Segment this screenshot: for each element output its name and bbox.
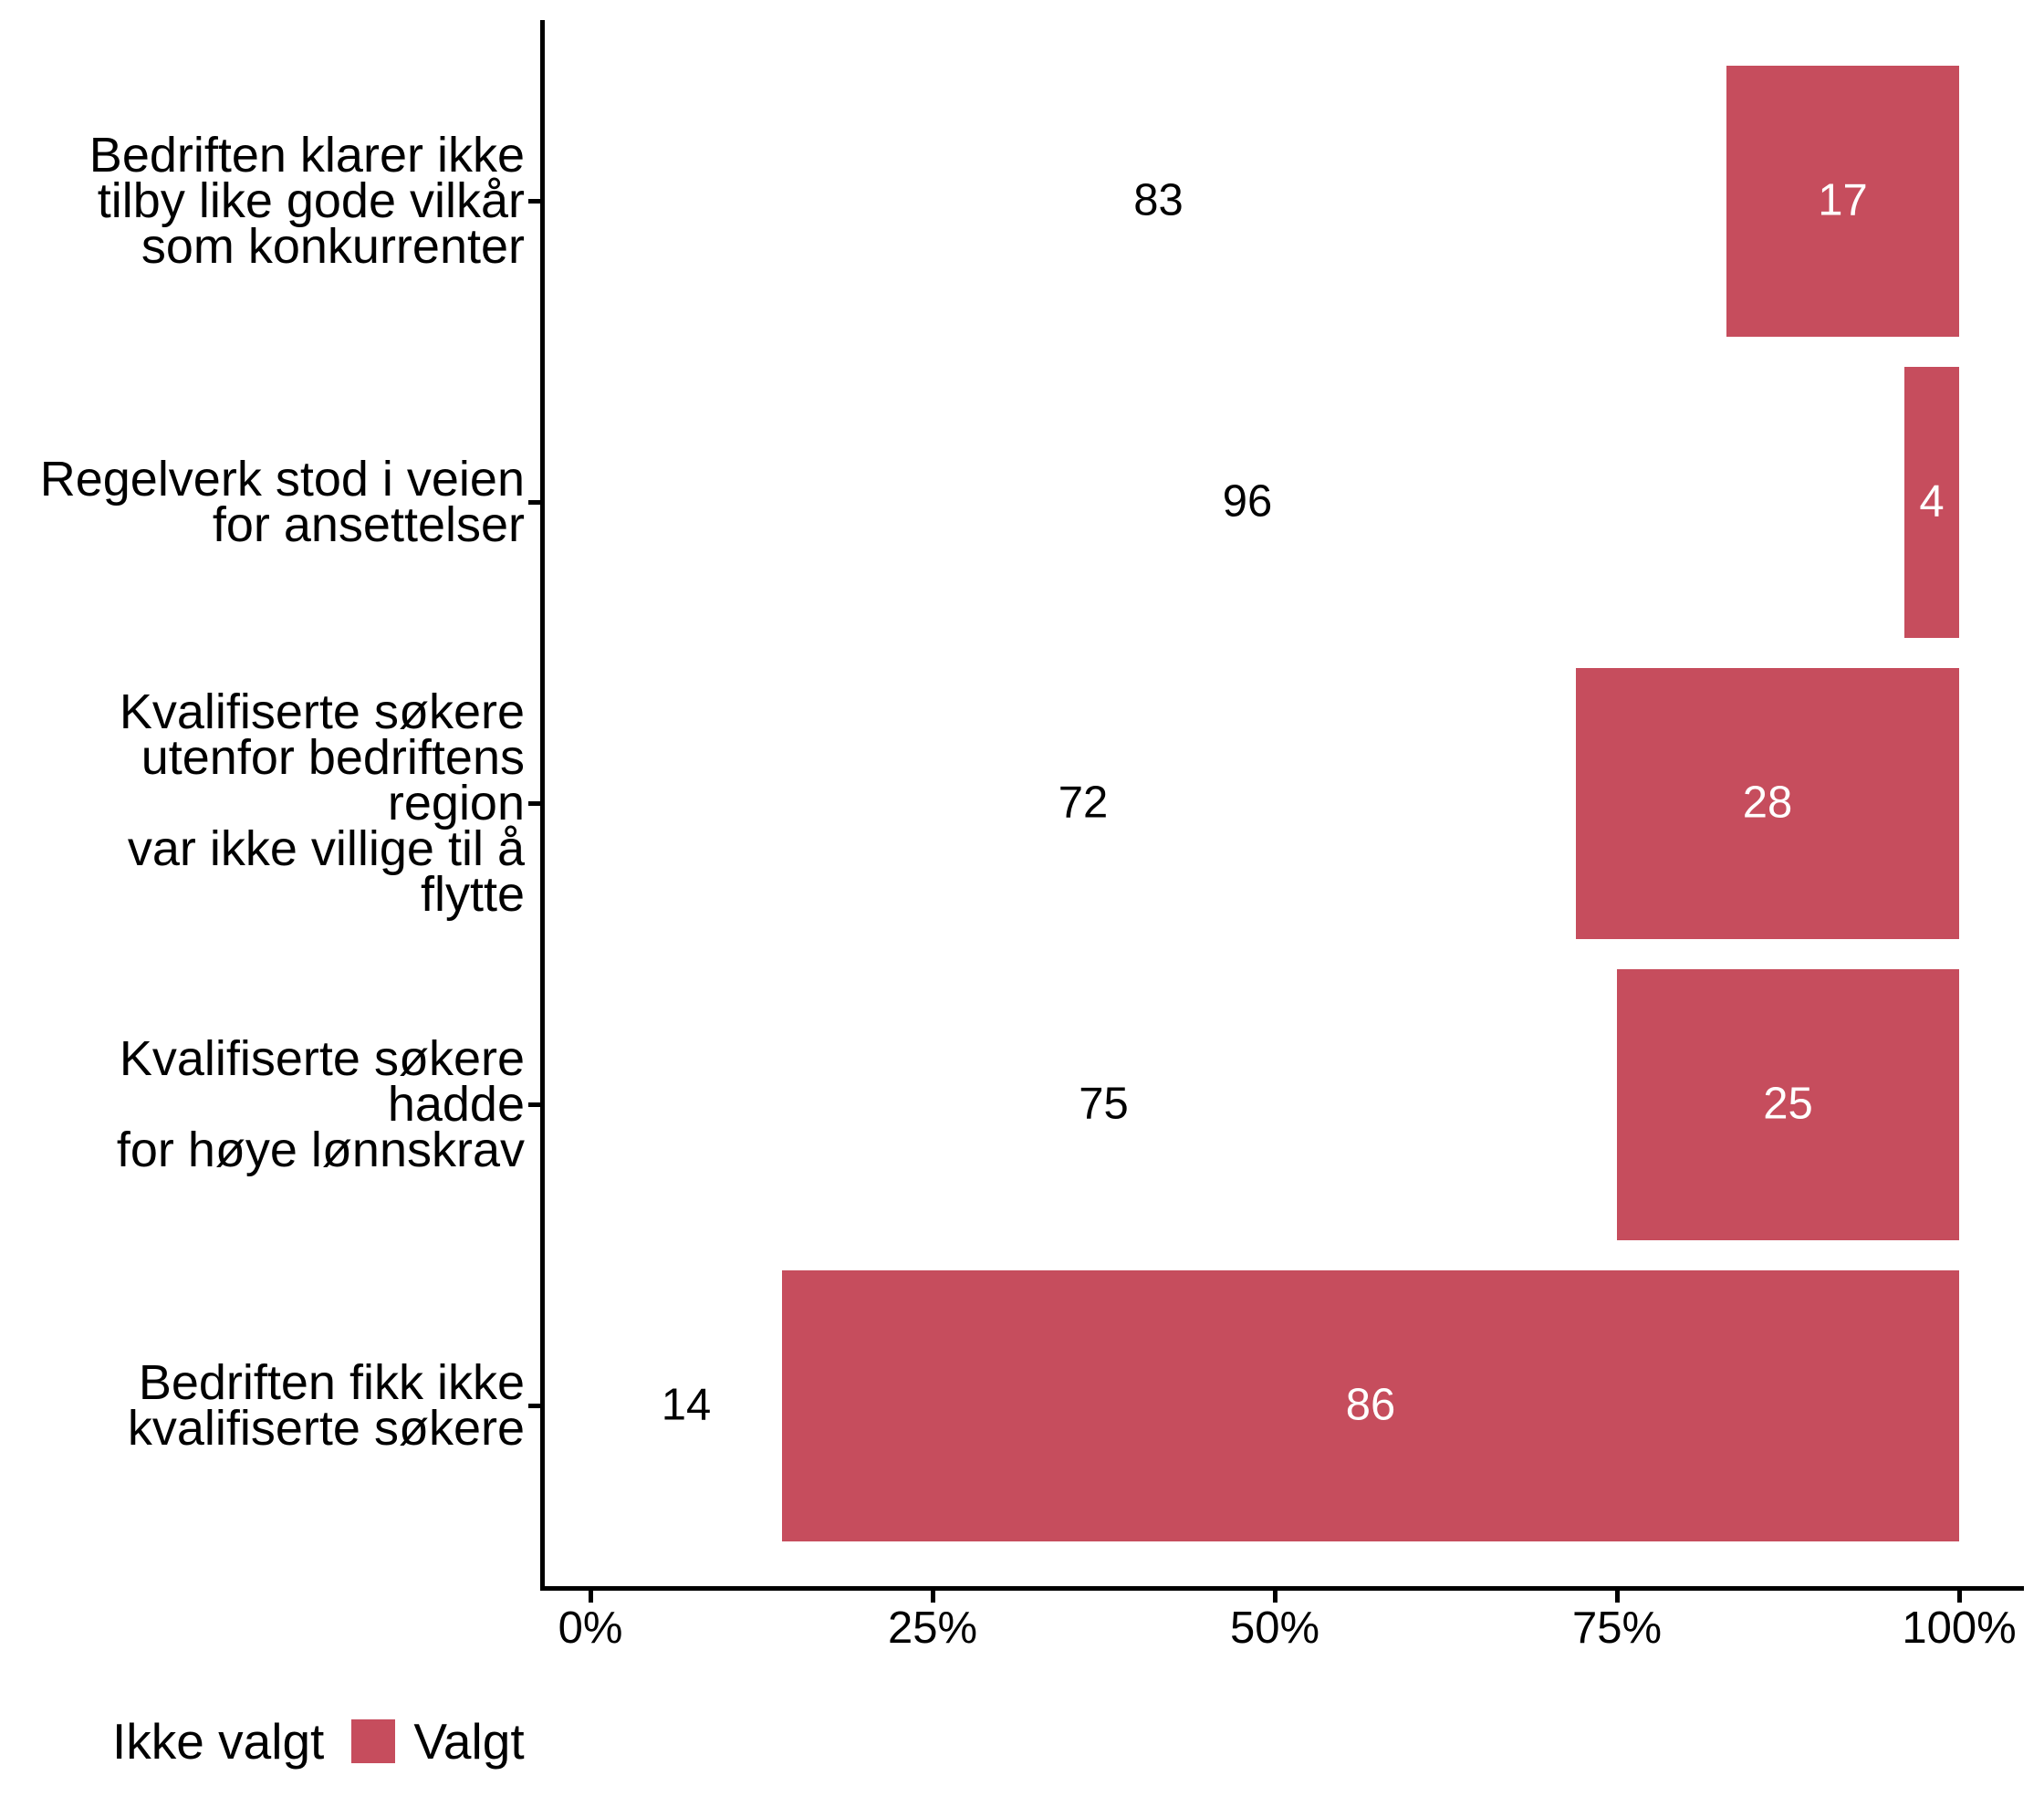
bar-segment-valgt [782,1269,1959,1541]
legend-swatch [50,1719,94,1763]
bar-segment-valgt [1576,667,1959,939]
y-axis-tick [528,1404,540,1408]
bar-segment-valgt [1617,968,1959,1240]
category-label: Bedriften klarer ikke tilby like gode vil… [89,128,525,274]
x-axis-tick [589,1591,593,1603]
x-axis-tick [1615,1591,1620,1603]
x-axis-tick-label: 50% [1229,1603,1320,1653]
bar-segment-ikke-valgt [590,65,1726,337]
y-axis-tick [528,199,540,204]
x-axis-tick-label: 0% [558,1603,623,1653]
value-label-valgt: 25 [1763,1079,1813,1129]
legend-item: Ikke valgt [50,1712,325,1770]
value-label-ikke-valgt: 83 [1133,175,1184,225]
value-label-valgt: 86 [1345,1380,1396,1430]
value-label-valgt: 28 [1742,778,1793,828]
bar-segment-ikke-valgt [590,968,1617,1240]
legend-item: Valgt [351,1712,525,1770]
bar-segment-valgt [1904,366,1959,638]
y-axis-tick [528,801,540,806]
x-axis-tick [931,1591,935,1603]
x-axis-line [540,1586,2024,1591]
y-axis-tick [528,500,540,505]
value-label-ikke-valgt: 14 [661,1380,712,1430]
legend-swatch [351,1719,396,1763]
category-label: Bedriften fikk ikke kvalifiserte søkere [127,1355,525,1456]
y-axis-tick [528,1102,540,1107]
bar-segment-valgt [1726,65,1959,337]
x-axis-tick [1273,1591,1278,1603]
legend-label: Ikke valgt [112,1712,325,1770]
value-label-ikke-valgt: 72 [1058,778,1109,828]
category-label: Regelverk stod i veien for ansettelser [39,452,525,552]
x-axis-tick-label: 75% [1571,1603,1663,1653]
bar-segment-ikke-valgt [590,1269,782,1541]
legend-label: Valgt [413,1712,525,1770]
x-axis-tick [1957,1591,1962,1603]
x-axis-tick-label: 25% [887,1603,978,1653]
y-axis-line [540,20,545,1591]
legend: Ikke valgt Valgt [50,1712,552,1770]
value-label-ikke-valgt: 96 [1222,476,1273,527]
category-label: Kvalifiserte søkere hadde for høye lønnsk… [116,1031,525,1177]
category-label: Kvalifiserte søkere utenfor bedriftens re… [119,684,525,922]
value-label-valgt: 17 [1818,175,1868,225]
bar-segment-ikke-valgt [590,366,1904,638]
value-label-ikke-valgt: 75 [1079,1079,1129,1129]
value-label-valgt: 4 [1919,476,1945,527]
x-axis-tick-label: 100% [1902,1603,2017,1653]
bar-segment-ikke-valgt [590,667,1576,939]
